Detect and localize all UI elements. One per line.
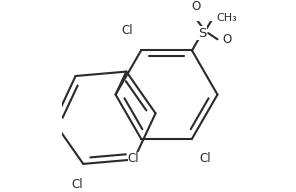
Text: CH₃: CH₃ — [216, 13, 237, 23]
Text: Cl: Cl — [128, 152, 139, 165]
Text: Cl: Cl — [71, 178, 83, 191]
Text: S: S — [198, 27, 206, 40]
Text: O: O — [191, 0, 200, 13]
Text: O: O — [222, 33, 231, 46]
Text: Cl: Cl — [200, 152, 211, 165]
Text: Cl: Cl — [122, 24, 133, 37]
